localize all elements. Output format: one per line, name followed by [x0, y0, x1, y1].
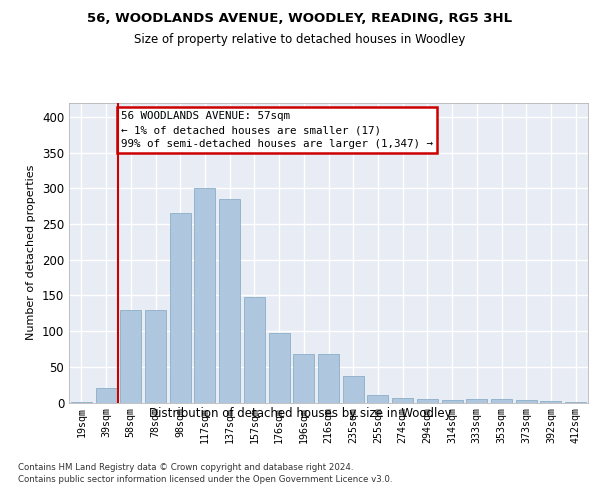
Bar	[170, 213, 191, 402]
Text: 56 WOODLANDS AVENUE: 57sqm
← 1% of detached houses are smaller (17)
99% of semi-: 56 WOODLANDS AVENUE: 57sqm ← 1% of detac…	[121, 111, 433, 149]
Bar	[269, 333, 290, 402]
Y-axis label: Number of detached properties: Number of detached properties	[26, 165, 37, 340]
Bar	[392, 398, 413, 402]
Bar	[293, 354, 314, 403]
Bar	[120, 310, 141, 402]
Bar	[194, 188, 215, 402]
Bar	[442, 400, 463, 402]
Bar	[491, 399, 512, 402]
Bar	[318, 354, 339, 403]
Bar	[95, 388, 116, 402]
Bar	[466, 399, 487, 402]
Bar	[343, 376, 364, 402]
Bar	[541, 401, 562, 402]
Bar	[145, 310, 166, 402]
Text: 56, WOODLANDS AVENUE, WOODLEY, READING, RG5 3HL: 56, WOODLANDS AVENUE, WOODLEY, READING, …	[88, 12, 512, 26]
Text: Contains public sector information licensed under the Open Government Licence v3: Contains public sector information licen…	[18, 475, 392, 484]
Bar	[516, 400, 537, 402]
Text: Distribution of detached houses by size in Woodley: Distribution of detached houses by size …	[149, 408, 451, 420]
Bar	[244, 297, 265, 403]
Text: Size of property relative to detached houses in Woodley: Size of property relative to detached ho…	[134, 32, 466, 46]
Bar	[367, 396, 388, 402]
Bar	[417, 399, 438, 402]
Bar	[219, 199, 240, 402]
Text: Contains HM Land Registry data © Crown copyright and database right 2024.: Contains HM Land Registry data © Crown c…	[18, 462, 353, 471]
